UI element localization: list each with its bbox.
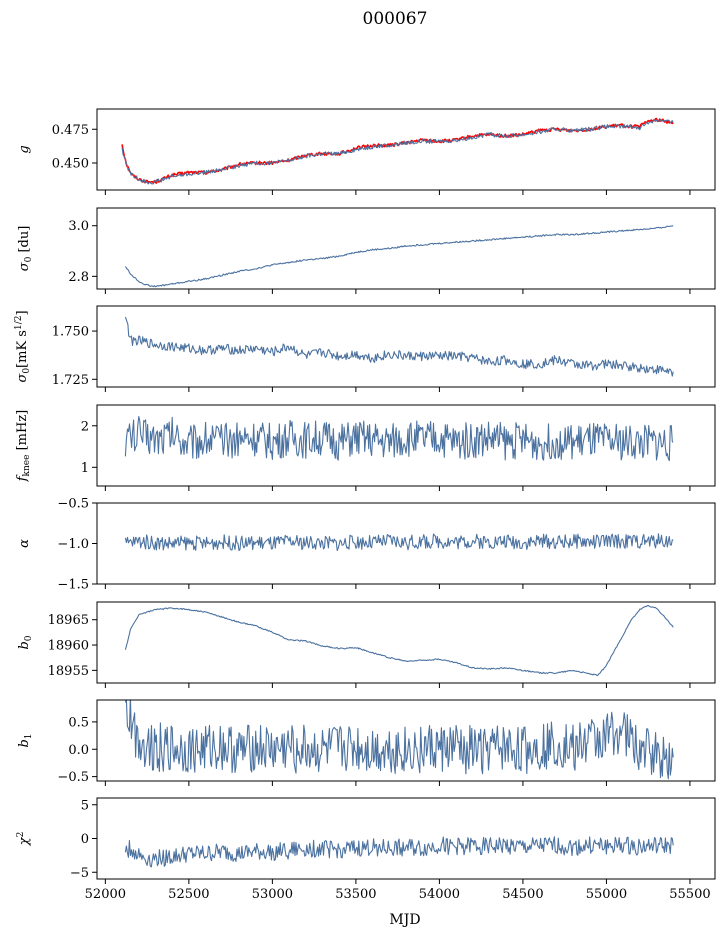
y-tick-label: 1.725 xyxy=(52,373,89,388)
series-line-data xyxy=(124,604,674,677)
y-tick-label: 0.475 xyxy=(52,123,89,138)
series-line-data xyxy=(124,316,674,377)
y-axis-label: α xyxy=(17,539,32,548)
y-tick-label: −0.5 xyxy=(57,770,89,785)
panel-5: −1.5 −1.0 −0.5 α xyxy=(17,497,716,593)
y-tick-label: 2.8 xyxy=(68,270,89,285)
y-axis-label: b1 xyxy=(17,733,34,747)
y-tick-label: 3.0 xyxy=(68,219,89,234)
x-tick-label: 52500 xyxy=(168,887,209,902)
y-tick-label: −1.5 xyxy=(57,578,89,593)
panels: 0.450 0.475 g 2.8 3.0 σ0 [du] 1.725 1.750 σ0[mK … xyxy=(14,108,716,902)
figure-title: 000067 xyxy=(363,9,428,29)
panel-1: 0.450 0.475 g xyxy=(17,108,716,195)
y-tick-label: 18960 xyxy=(48,639,89,654)
x-tick-label: 53000 xyxy=(252,887,293,902)
series-line-data xyxy=(124,415,674,462)
series-line-data xyxy=(124,225,674,288)
axes-frame xyxy=(96,601,716,684)
series-line-data xyxy=(121,118,674,185)
y-tick-label: −5 xyxy=(70,866,89,881)
y-tick-label: 0 xyxy=(81,832,89,847)
y-tick-label: 18955 xyxy=(48,664,89,679)
y-axis-label: σ0[mK s1/2] xyxy=(14,310,32,382)
panel-8: −5 0 5 52000 52500 53000 53500 54000 54500 55000 5… xyxy=(16,797,716,902)
y-axis-label: σ0 [du] xyxy=(17,226,34,272)
series-line-data xyxy=(124,533,674,552)
panel-6: 18955 18960 18965 b0 xyxy=(17,601,716,688)
axes-frame xyxy=(96,797,716,880)
x-tick-label: 53500 xyxy=(335,887,376,902)
panel-7: −0.5 0.0 0.5 b1 xyxy=(17,699,716,786)
axes-frame xyxy=(96,108,716,191)
x-tick-label: 55500 xyxy=(669,887,710,902)
y-tick-label: 2 xyxy=(81,419,89,434)
axes-frame xyxy=(96,207,716,290)
y-tick-label: −1.0 xyxy=(57,537,89,552)
panel-4: 1 2 fknee [mHz] xyxy=(15,404,716,491)
y-tick-label: 0.0 xyxy=(68,743,89,758)
x-tick-label: 54500 xyxy=(502,887,543,902)
y-tick-label: 1 xyxy=(81,461,89,476)
y-axis-label: χ2 xyxy=(16,832,32,847)
series-line-data xyxy=(124,700,674,780)
y-tick-label: 18965 xyxy=(48,613,89,628)
y-axis-label: b0 xyxy=(17,635,34,649)
y-axis-label: fknee [mHz] xyxy=(15,410,32,483)
y-axis-label: g xyxy=(17,145,32,153)
y-tick-label: −0.5 xyxy=(57,497,89,512)
axes-frame xyxy=(96,305,716,388)
y-tick-label: 5 xyxy=(81,798,89,813)
x-tick-label: 52000 xyxy=(85,887,126,902)
y-tick-label: 0.450 xyxy=(52,157,89,172)
axes-frame xyxy=(96,699,716,782)
series-line-data xyxy=(124,836,674,868)
axes-frame xyxy=(96,404,716,487)
x-tick-label: 55000 xyxy=(586,887,627,902)
y-tick-label: 1.750 xyxy=(52,325,89,340)
x-tick-label: 54000 xyxy=(419,887,460,902)
panel-3: 1.725 1.750 σ0[mK s1/2] xyxy=(14,305,716,392)
x-axis-label: MJD xyxy=(389,912,420,928)
panel-2: 2.8 3.0 σ0 [du] xyxy=(17,207,716,294)
y-tick-label: 0.5 xyxy=(68,715,89,730)
